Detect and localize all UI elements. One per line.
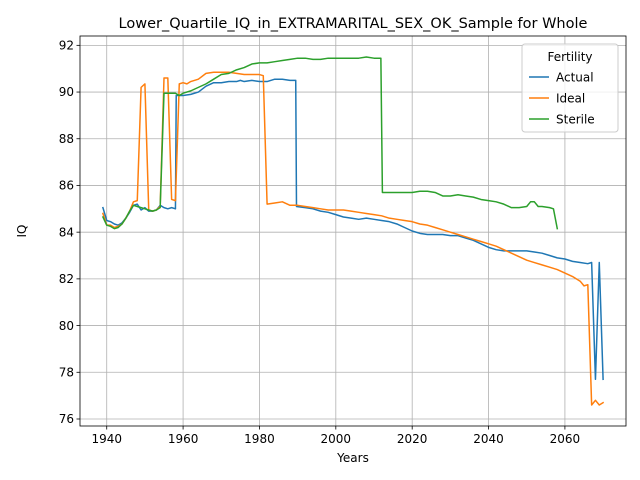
x-tick-label: 1980 [244,432,275,446]
x-tick-label: 2000 [321,432,352,446]
plot-frame [79,35,627,427]
legend: Fertility Actual Ideal Sterile [521,43,619,133]
y-tick-label: 86 [59,179,74,193]
legend-title: Fertility [547,50,592,64]
x-tick-label: 2040 [473,432,504,446]
x-tick-label: 2060 [550,432,581,446]
y-tick-label: 80 [59,319,74,333]
grid [80,36,626,426]
y-tick-label: 76 [59,412,74,426]
y-tick-label: 78 [59,365,74,379]
legend-entries: Actual Ideal Sterile [529,70,595,126]
y-tick-label: 82 [59,272,74,286]
x-axis-label: Years [336,451,369,465]
chart-title: Lower_Quartile_IQ_in_EXTRAMARITAL_SEX_OK… [119,16,588,32]
axis-ticks: 1940 1960 1980 2000 2020 2040 2060 76 78 80 82 84 86… [59,39,580,446]
legend-label-sterile: Sterile [556,112,595,126]
series-line-sterile [101,56,559,230]
x-tick-label: 1940 [91,432,122,446]
y-tick-label: 92 [59,39,74,53]
legend-box [521,43,619,133]
legend-label-actual: Actual [556,70,594,84]
series-lines [101,56,605,406]
y-axis-label: IQ [15,225,29,238]
x-tick-label: 2020 [397,432,428,446]
x-tick-label: 1960 [168,432,199,446]
legend-label-ideal: Ideal [556,91,585,105]
y-tick-label: 84 [59,225,74,239]
y-tick-label: 90 [59,85,74,99]
y-tick-label: 88 [59,132,74,146]
